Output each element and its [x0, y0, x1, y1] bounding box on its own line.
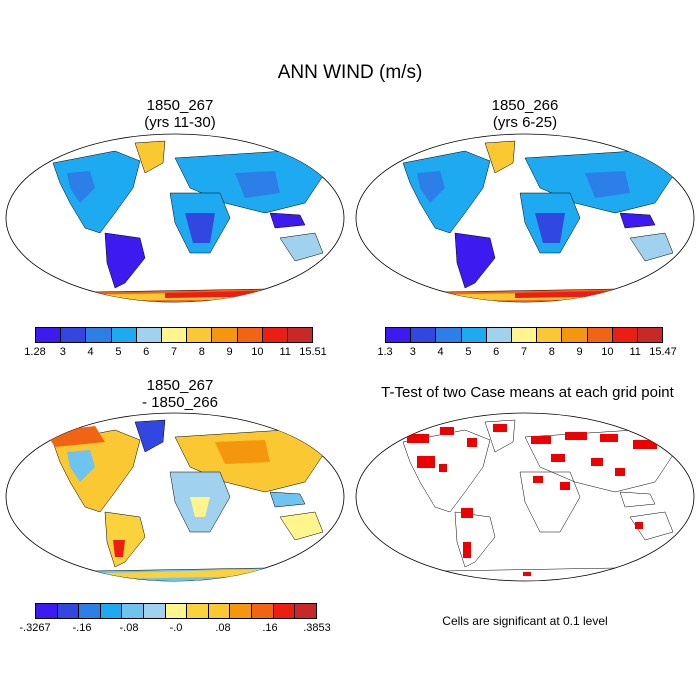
colorbar-tick-label: 3 — [59, 346, 66, 358]
colorbar-swatch — [461, 328, 487, 342]
map-panel-bottom-left — [5, 412, 345, 582]
colorbar-tick-label: 7 — [520, 346, 528, 358]
colorbar-swatch — [562, 328, 588, 342]
colorbar-swatch — [273, 604, 296, 618]
panel-title-line2: (yrs 6-25) — [492, 114, 558, 131]
colorbar-tick-label: -.0 — [169, 622, 183, 634]
colorbar-tick-label: 3 — [409, 346, 416, 358]
map-bottom-right — [355, 412, 695, 582]
colorbar-swatch — [187, 328, 213, 342]
colorbar-swatch — [212, 328, 238, 342]
colorbar-tick-label: 11 — [629, 346, 641, 358]
colorbar-tick-label: .16 — [262, 622, 278, 634]
colorbar-tick-label: 10 — [251, 346, 264, 358]
colorbar-swatch — [165, 604, 188, 618]
panel-title-line2: (yrs 11-30) — [144, 114, 216, 131]
colorbar-tick-label: -.16 — [72, 622, 92, 634]
colorbar-tick-label: 9 — [576, 346, 583, 358]
colorbar-swatch — [187, 604, 209, 618]
colorbar-swatch — [587, 328, 613, 342]
panel-title-line1: 1850_267 — [146, 97, 214, 114]
colorbar-tick-label: 8 — [548, 346, 555, 358]
panel-title-top-left: 1850_267 (yrs 11-30) — [60, 97, 300, 131]
map-bottom-left — [5, 412, 345, 582]
map-top-right — [355, 133, 695, 303]
colorbar-tick-label: 9 — [226, 346, 233, 358]
colorbar-swatch — [122, 604, 145, 618]
panel-title-bottom-left: 1850_267 - 1850_266 — [60, 377, 300, 411]
colorbar-swatch — [252, 604, 274, 618]
colorbar-tick-label: 15.47 — [649, 346, 677, 358]
colorbar-swatch — [144, 604, 166, 618]
colorbar-tick-label: 6 — [493, 346, 500, 358]
colorbar-swatch — [486, 328, 512, 342]
colorbar-top-right — [385, 327, 663, 343]
panel-title-top-right: 1850_266 (yrs 6-25) — [405, 97, 645, 131]
colorbar-labels-bottom-left: -.3267 -.16 -.08 -.0 .08 .16 .3853 — [19, 622, 330, 636]
colorbar-tick-label: 6 — [143, 346, 150, 358]
colorbar-swatch — [161, 328, 188, 342]
colorbar-swatch — [136, 328, 162, 342]
panel-title-line1: 1850_267 — [146, 377, 214, 394]
colorbar-tick-label: 8 — [198, 346, 205, 358]
map-panel-top-left — [5, 133, 345, 303]
colorbar-swatch — [537, 328, 563, 342]
colorbar-tick-label: 1.3 — [377, 346, 393, 358]
colorbar-labels-top-right: 1.3 3 4 5 6 7 8 9 10 11 15.47 — [377, 346, 676, 360]
colorbar-swatch — [287, 328, 313, 342]
colorbar-tick-label: 7 — [170, 346, 178, 358]
colorbar-swatch — [100, 604, 123, 618]
colorbar-tick-label: .3853 — [303, 622, 331, 634]
colorbar-swatch — [79, 604, 101, 618]
colorbar-swatch — [386, 328, 412, 342]
colorbar-tick-label: 15.51 — [299, 346, 327, 358]
panel-title-line1: 1850_266 — [491, 97, 559, 114]
colorbar-swatch — [36, 328, 62, 342]
colorbar-tick-label: 11 — [279, 346, 291, 358]
colorbar-top-left — [35, 327, 313, 343]
colorbar-swatch — [612, 328, 638, 342]
colorbar-tick-label: 1.28 — [24, 346, 46, 358]
map-panel-top-right — [355, 133, 695, 303]
colorbar-tick-label: .08 — [215, 622, 231, 634]
colorbar-labels-top-left: 1.28 3 4 5 6 7 8 9 10 11 15.51 — [24, 346, 326, 360]
colorbar-swatch — [230, 604, 253, 618]
map-top-left — [5, 133, 345, 303]
colorbar-tick-label: 4 — [437, 346, 444, 358]
colorbar-swatch — [111, 328, 137, 342]
colorbar-swatch — [637, 328, 663, 342]
colorbar-swatch — [61, 328, 87, 342]
colorbar-tick-label: -.08 — [119, 622, 139, 634]
colorbar-swatch — [208, 604, 231, 618]
colorbar-tick-label: -.3267 — [19, 622, 51, 634]
colorbar-tick-label: 5 — [115, 346, 122, 358]
colorbar-swatch — [57, 604, 80, 618]
colorbar-swatch — [436, 328, 462, 342]
significant-cells — [407, 424, 657, 576]
colorbar-swatch — [262, 328, 288, 342]
colorbar-swatch — [36, 604, 58, 618]
figure-title: ANN WIND (m/s) — [277, 62, 423, 83]
colorbar-swatch — [511, 328, 538, 342]
colorbar-swatch — [295, 604, 316, 618]
colorbar-swatch — [86, 328, 112, 342]
colorbar-bottom-left — [35, 603, 317, 619]
colorbar-swatch — [237, 328, 263, 342]
colorbar-swatch — [411, 328, 437, 342]
colorbar-tick-label: 5 — [465, 346, 472, 358]
colorbar-tick-label: 4 — [87, 346, 94, 358]
map-panel-bottom-right — [355, 412, 695, 582]
panel-title-bottom-right: T-Test of two Case means at each grid po… — [381, 384, 674, 401]
colorbar-tick-label: 10 — [601, 346, 614, 358]
significance-note: Cells are significant at 0.1 level — [442, 614, 608, 628]
panel-title-line2: - 1850_266 — [142, 394, 218, 411]
